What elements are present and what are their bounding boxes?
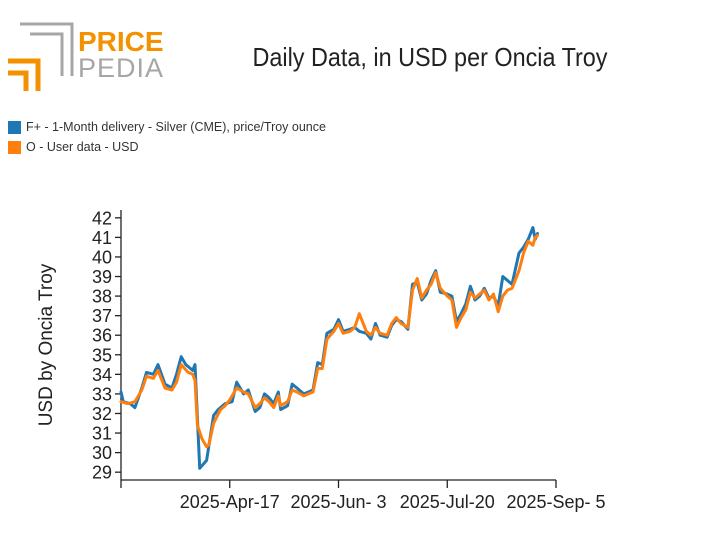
legend-swatch-orange <box>8 140 21 154</box>
legend-swatch-blue <box>8 120 21 134</box>
y-tick-label: 39 <box>92 267 112 287</box>
y-tick-label: 36 <box>92 326 112 346</box>
y-tick-label: 35 <box>92 345 112 365</box>
legend-item-series-2[interactable]: O - User data - USD <box>8 137 326 157</box>
y-tick-label: 31 <box>92 424 112 444</box>
logo-orange-corner <box>8 58 41 91</box>
x-tick-label: 2025-Sep- 5 <box>506 492 605 512</box>
y-tick-label: 40 <box>92 247 112 267</box>
y-tick-label: 38 <box>92 287 112 307</box>
legend-label-series-2: O - User data - USD <box>26 140 139 154</box>
series-line-2 <box>119 233 539 449</box>
x-tick-label: 2025-Jun- 3 <box>290 492 386 512</box>
y-tick-label: 37 <box>92 306 112 326</box>
series-layer <box>119 226 539 470</box>
y-tick-label: 33 <box>92 384 112 404</box>
logo-text-price: PRICE <box>78 26 164 57</box>
y-tick-label: 29 <box>92 463 112 483</box>
x-axis: 2025-Apr-17 2025-Jun- 3 2025-Jul-20 2025-Se… <box>120 479 606 512</box>
logo-mark: PRICE PEDIA <box>8 22 164 91</box>
y-tick-label: 42 <box>92 208 112 228</box>
logo-gray-squares <box>20 22 74 76</box>
y-tick-label: 30 <box>92 443 112 463</box>
legend-label-series-1: F+ - 1-Month delivery - Silver (CME), pr… <box>26 120 326 134</box>
x-tick-label: 2025-Apr-17 <box>180 492 280 512</box>
chart-title: Daily Data, in USD per Oncia Troy <box>252 42 608 72</box>
series-line-1 <box>119 226 539 470</box>
legend-item-series-1[interactable]: F+ - 1-Month delivery - Silver (CME), pr… <box>8 117 326 137</box>
y-tick-label: 41 <box>92 228 112 248</box>
y-tick-label: 32 <box>92 404 112 424</box>
logo-text-pedia: PEDIA <box>78 53 164 83</box>
y-tick-label: 34 <box>92 365 112 385</box>
pricepedia-logo: PRICE PEDIA <box>0 0 170 100</box>
chart-legend: F+ - 1-Month delivery - Silver (CME), pr… <box>8 117 326 157</box>
x-tick-label: 2025-Jul-20 <box>400 492 495 512</box>
y-axis-label: USD by Oncia Troy <box>36 263 57 426</box>
